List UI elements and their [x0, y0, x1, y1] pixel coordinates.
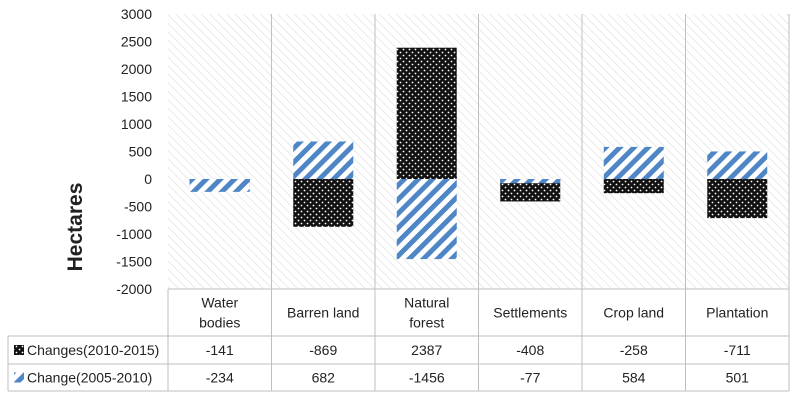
bar-changes-2010-2015	[603, 179, 664, 194]
y-tick-label: -500	[124, 199, 152, 215]
legend-swatch-dots	[14, 345, 24, 355]
table-cell: 501	[726, 370, 750, 386]
y-tick-label: 1000	[121, 116, 152, 132]
category-label: Barren land	[287, 305, 359, 321]
y-axis-label: Hectares	[64, 183, 87, 272]
bar-changes-2010-2015	[500, 179, 561, 202]
y-tick-label: -2000	[116, 281, 152, 297]
category-label: Crop land	[603, 305, 664, 321]
category-label: forest	[409, 315, 444, 331]
table-cell: -1456	[409, 370, 445, 386]
bar-change-2005-2010	[293, 141, 354, 179]
category-label: bodies	[199, 315, 240, 331]
category-label: Settlements	[493, 305, 567, 321]
bar-changes-2010-2015	[707, 179, 768, 219]
y-tick-label: 0	[144, 171, 152, 187]
data-table: Water bodies Barren land Natural forest Settl…	[7, 14, 790, 392]
bar-change-2005-2010	[189, 179, 250, 192]
bar-changes-2010-2015	[396, 47, 457, 180]
legend-label: Changes(2010-2015)	[27, 342, 159, 358]
category-label: Plantation	[706, 305, 768, 321]
table-cell: 682	[312, 370, 336, 386]
y-tick-label: 3000	[121, 6, 152, 22]
y-tick-label: -1000	[116, 226, 152, 242]
category-label: Water	[201, 295, 238, 311]
table-cell: -711	[724, 342, 751, 358]
table-cell: -234	[206, 370, 234, 386]
bar-change-2005-2010	[396, 179, 457, 260]
y-tick-label: 2500	[121, 34, 152, 50]
legend-label: Change(2005-2010)	[27, 370, 152, 386]
y-tick-label: 2000	[121, 61, 152, 77]
y-tick-label: -1500	[116, 254, 152, 270]
bar-change-2005-2010	[707, 151, 768, 179]
category-label: Natural	[404, 295, 449, 311]
y-tick-label: 500	[129, 144, 153, 160]
bar-change-2005-2010	[500, 179, 561, 184]
table-cell: 584	[622, 370, 646, 386]
table-cell: -869	[309, 342, 337, 358]
table-cell: -77	[520, 370, 540, 386]
bar-changes-2010-2015	[293, 179, 354, 227]
table-cell: -408	[516, 342, 544, 358]
table-cell: 2387	[411, 342, 442, 358]
y-axis: 3000 2500 2000 1500 1000 500 0 -500 -1000 -1500 -2…	[116, 6, 152, 297]
table-cell: -141	[206, 342, 234, 358]
y-tick-label: 1500	[121, 89, 152, 105]
table-cell: -258	[620, 342, 648, 358]
bars	[189, 47, 768, 260]
legend-swatch-stripes	[14, 372, 24, 383]
bar-change-2005-2010	[603, 146, 664, 179]
